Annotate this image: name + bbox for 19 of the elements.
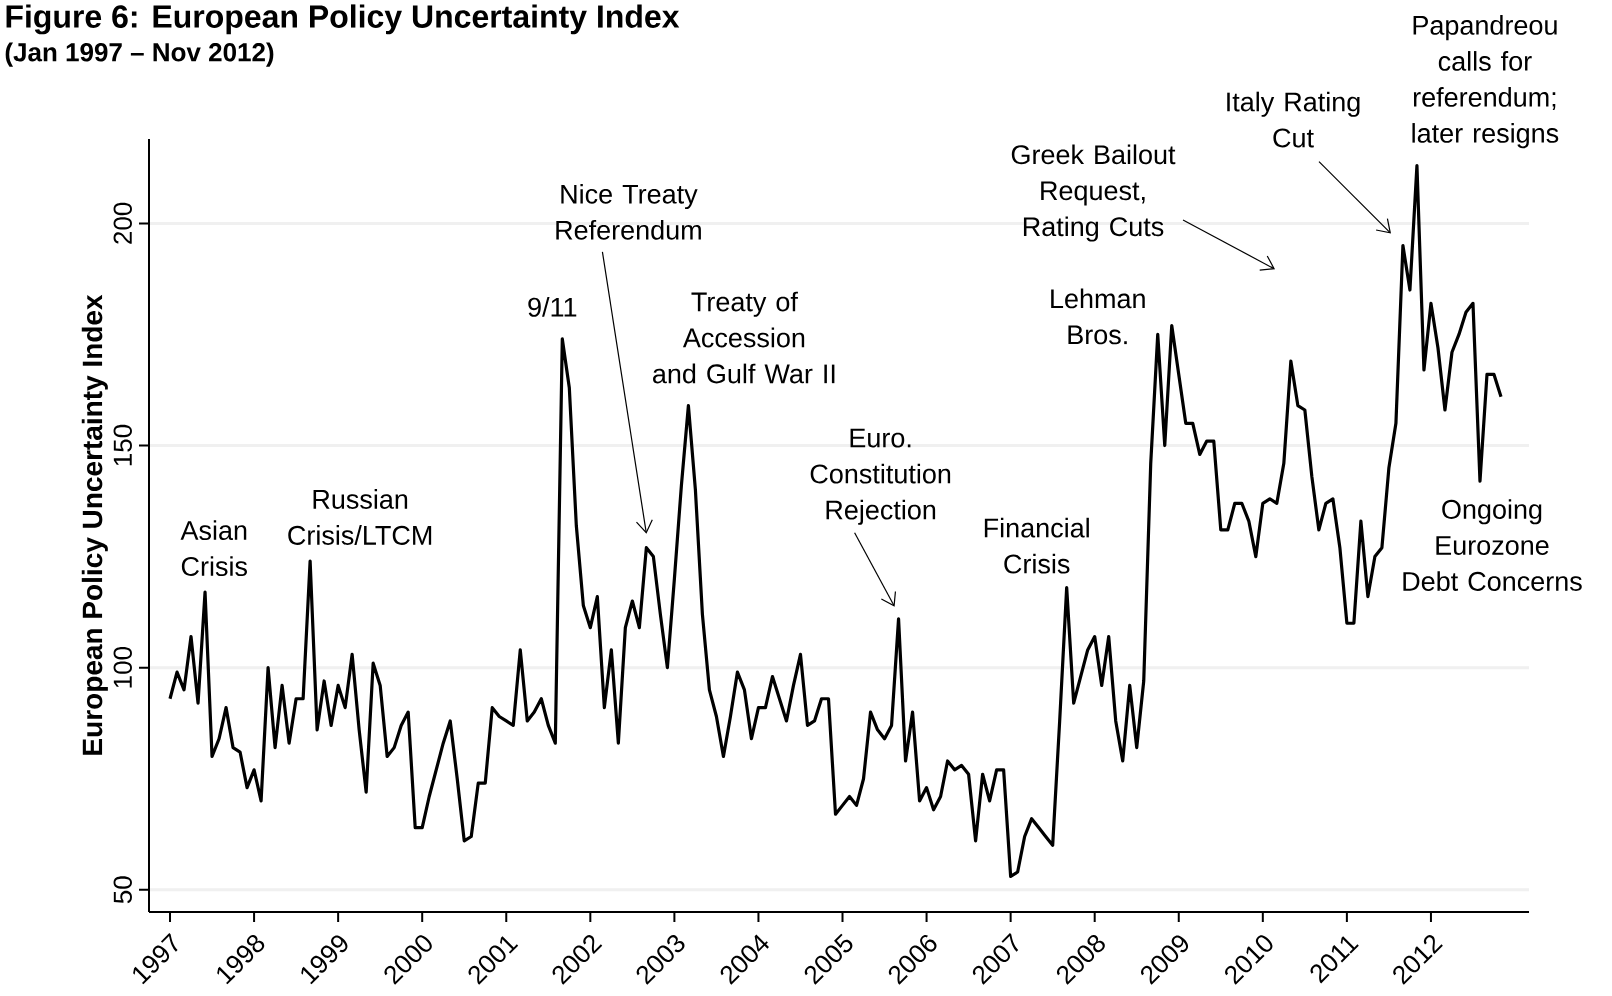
annotation: Lehman Bros. [1051,288,1145,345]
annotation: Papandreou calls for referendum; later resigns [1412,15,1559,149]
y-axis-title: European Policy Uncertainty Index [81,294,108,755]
annotation: Treaty of Accession and Gulf War II [653,291,835,384]
y-tick-label: 50 [113,876,132,904]
annotation: Asian Crisis [180,520,247,577]
chart-title: Figure 6: European Policy Uncertainty Index [6,4,680,35]
annotation: Nice Treaty Referendum [556,183,701,240]
annotation: 9/11 [528,296,577,317]
annotation: Euro. Constitution Rejection [810,428,951,525]
annotation: Ongoing Eurozone Debt Concerns [1403,499,1582,591]
annotation: Russian Crisis/LTCM [288,489,432,545]
y-tick-label: 200 [113,202,132,244]
annotation: Financial Crisis [984,517,1089,574]
chart-subtitle: (Jan 1997 – Nov 2012) [5,42,274,67]
y-tick-label: 100 [113,647,132,688]
annotation: Italy Rating Cut [1227,91,1360,148]
y-tick-label: 150 [113,424,132,466]
annotation: Greek Bailout Request, Rating Cuts [1011,144,1176,242]
